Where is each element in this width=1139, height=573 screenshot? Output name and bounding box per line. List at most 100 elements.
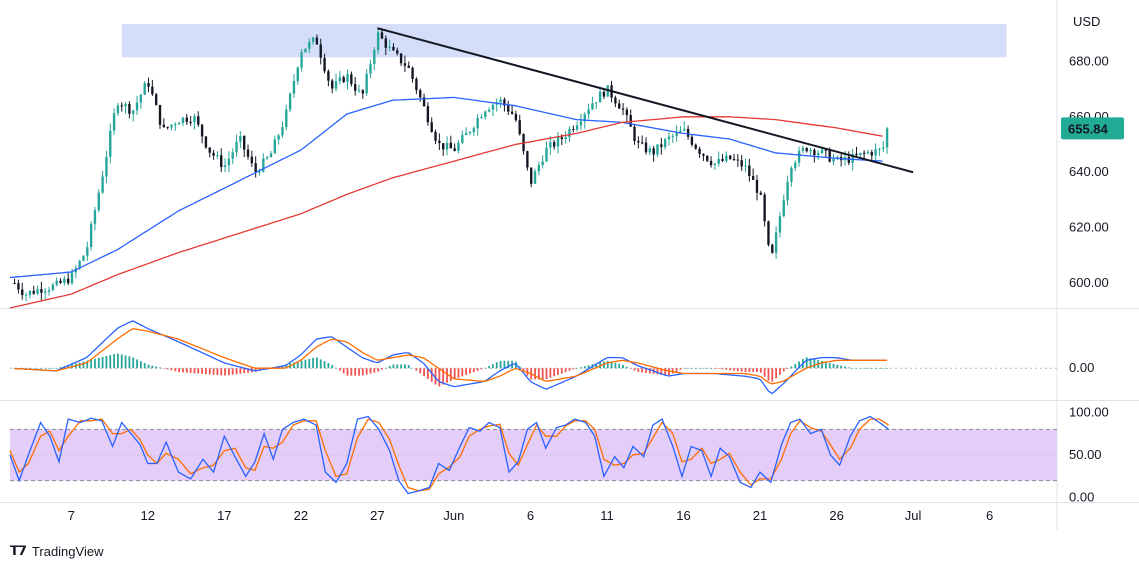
candle-body — [281, 127, 284, 136]
macd-histogram-bar — [713, 368, 716, 369]
candle-body — [732, 158, 736, 160]
macd-histogram-bar — [113, 354, 115, 369]
candle-body — [396, 50, 399, 54]
price-tick-label: 620.00 — [1069, 220, 1109, 235]
candle-body — [262, 158, 265, 172]
macd-histogram-bar — [124, 355, 127, 369]
candle-body — [86, 247, 89, 256]
candle-body — [729, 155, 732, 159]
macd-histogram-bar — [300, 360, 303, 369]
macd-histogram-bar — [373, 368, 376, 373]
macd-histogram-bar — [587, 365, 590, 369]
candle-body — [407, 65, 410, 68]
macd-histogram-bar — [51, 368, 54, 369]
macd-histogram-bar — [293, 362, 295, 369]
tradingview-logo-icon: 𝗧𝟳 — [10, 543, 27, 558]
macd-histogram-bar — [132, 357, 135, 369]
macd-histogram-bar — [143, 363, 146, 369]
macd-histogram-bar — [522, 368, 525, 372]
candle-body — [239, 135, 242, 142]
macd-histogram-bar — [350, 368, 353, 376]
candles — [13, 28, 889, 302]
macd-histogram-bar — [725, 368, 728, 370]
candle-body — [541, 161, 544, 166]
candle-body — [334, 81, 338, 89]
candle-body — [614, 97, 617, 104]
macd-histogram-bar — [239, 368, 242, 374]
candle-body — [315, 37, 319, 45]
candle-body — [430, 122, 433, 132]
macd-histogram-bar — [545, 368, 548, 380]
macd-histogram-bar — [629, 368, 632, 369]
tradingview-footer: 𝗧𝟳 TradingView — [10, 543, 103, 559]
currency-label: USD — [1073, 14, 1100, 29]
macd-histogram-bar — [182, 368, 184, 373]
macd-histogram-bar — [469, 368, 471, 374]
macd-histogram-bar — [308, 358, 311, 369]
candle-body — [556, 137, 560, 147]
candle-body — [480, 116, 483, 119]
candle-body — [32, 290, 35, 294]
candle-body — [644, 142, 648, 153]
candle-body — [484, 111, 487, 117]
macd-histogram-bar — [67, 365, 70, 369]
candle-body — [438, 140, 441, 144]
macd-histogram-bar — [557, 368, 559, 375]
candle-body — [476, 118, 479, 129]
candle-body — [461, 135, 464, 143]
candle-body — [648, 148, 652, 153]
candle-body — [17, 283, 20, 290]
macd-histogram-bar — [381, 368, 383, 370]
candle-body — [878, 148, 881, 150]
macd-histogram-bar — [185, 368, 188, 373]
candle-body — [518, 120, 521, 135]
macd-histogram-bar — [694, 368, 697, 369]
macd-histogram-bar — [752, 368, 755, 372]
candle-body — [189, 121, 192, 123]
candle-body — [105, 156, 108, 177]
macd-histogram-bar — [564, 368, 567, 373]
macd-histogram-bar — [159, 367, 161, 369]
candle-body — [545, 147, 548, 162]
macd-histogram-bar — [312, 357, 314, 369]
candle-body — [227, 158, 231, 166]
candle-body — [181, 117, 185, 123]
candle-body — [304, 48, 307, 53]
macd-histogram-bar — [514, 361, 517, 369]
date-tick-label: 12 — [141, 508, 155, 523]
candle-body — [376, 32, 380, 51]
candle-body — [346, 74, 349, 83]
macd-histogram-bar — [316, 357, 318, 369]
macd-histogram-bar — [231, 368, 234, 375]
candle-body — [82, 255, 85, 261]
candle-body — [128, 103, 131, 114]
candle-body — [464, 132, 468, 136]
candle-body — [618, 103, 621, 109]
stoch-tick-label: 50.00 — [1069, 447, 1102, 462]
date-tick-label: 6 — [986, 508, 993, 523]
candle-body — [790, 167, 793, 182]
macd-histogram-bar — [480, 368, 483, 370]
candle-body — [725, 155, 728, 161]
candle-body — [851, 153, 854, 163]
macd-zero-label: 0.00 — [1069, 360, 1094, 375]
macd-histogram-bar — [426, 368, 429, 379]
candle-body — [44, 291, 47, 293]
candle-body — [740, 160, 743, 167]
macd-histogram-bar — [285, 364, 288, 369]
macd-histogram-bar — [304, 359, 307, 369]
macd-histogram-bar — [717, 368, 720, 369]
candle-body — [602, 91, 606, 97]
macd-histogram-bar — [775, 368, 778, 379]
candle-body — [174, 124, 177, 126]
macd-histogram-bar — [396, 364, 399, 369]
macd-histogram-bar — [824, 361, 827, 369]
price-tick-label: 680.00 — [1069, 53, 1109, 68]
macd-histogram-bar — [166, 368, 169, 370]
macd-histogram-bar — [549, 368, 552, 378]
candle-body — [361, 90, 365, 94]
macd-histogram-bar — [44, 368, 47, 369]
macd-histogram-bar — [748, 368, 751, 372]
macd-histogram-bar — [247, 368, 249, 373]
